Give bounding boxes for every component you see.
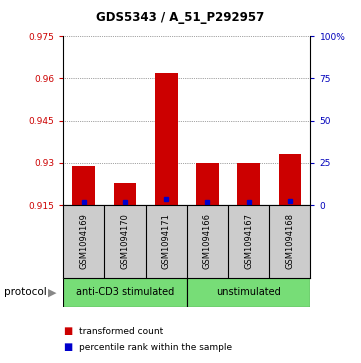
- Text: protocol: protocol: [4, 287, 46, 297]
- Text: GSM1094169: GSM1094169: [79, 213, 88, 269]
- Text: anti-CD3 stimulated: anti-CD3 stimulated: [76, 287, 174, 297]
- Text: ■: ■: [63, 326, 73, 336]
- Text: unstimulated: unstimulated: [216, 287, 281, 297]
- Bar: [73, 166, 95, 205]
- Bar: [237, 163, 260, 205]
- Bar: [63, 278, 187, 307]
- Text: GSM1094168: GSM1094168: [285, 213, 294, 269]
- Text: GDS5343 / A_51_P292957: GDS5343 / A_51_P292957: [96, 11, 265, 24]
- Bar: [155, 73, 178, 205]
- Bar: [114, 183, 136, 205]
- Bar: [187, 278, 310, 307]
- Text: GSM1094166: GSM1094166: [203, 213, 212, 269]
- Text: percentile rank within the sample: percentile rank within the sample: [79, 343, 232, 352]
- Text: GSM1094171: GSM1094171: [162, 213, 171, 269]
- Bar: [279, 154, 301, 205]
- Text: GSM1094167: GSM1094167: [244, 213, 253, 269]
- Text: GSM1094170: GSM1094170: [121, 213, 130, 269]
- Text: ■: ■: [63, 342, 73, 352]
- Text: transformed count: transformed count: [79, 327, 164, 336]
- Text: ▶: ▶: [48, 287, 57, 297]
- Bar: [196, 163, 219, 205]
